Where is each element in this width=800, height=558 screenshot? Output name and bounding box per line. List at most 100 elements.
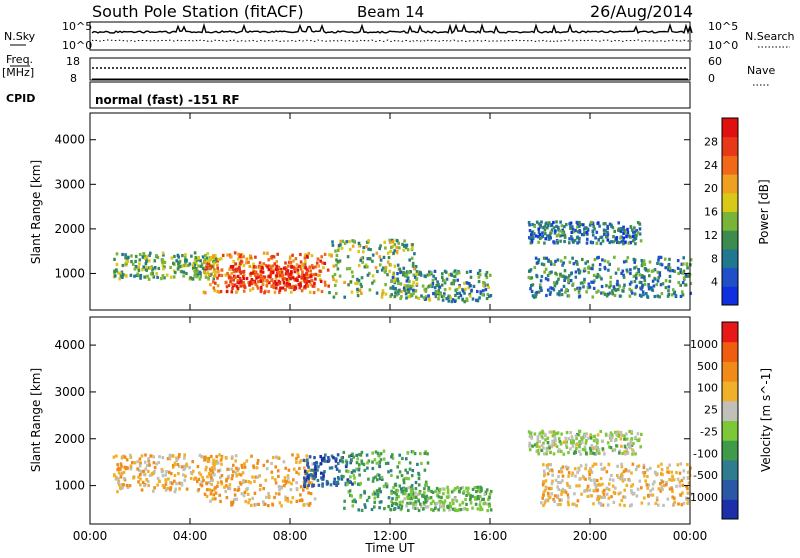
range-gate-cell	[204, 468, 208, 472]
range-gate-cell	[137, 480, 140, 484]
range-gate-cell	[257, 502, 260, 506]
range-gate-cell	[600, 495, 604, 500]
range-gate-cell	[566, 500, 570, 504]
range-gate-cell	[487, 285, 490, 289]
range-gate-cell	[576, 262, 579, 266]
range-gate-cell	[659, 489, 662, 493]
range-gate-cell	[592, 489, 596, 493]
range-gate-cell	[567, 294, 571, 298]
range-gate-cell	[588, 285, 592, 289]
range-gate-cell	[165, 273, 169, 277]
range-gate-cell	[331, 275, 335, 279]
range-gate-cell	[211, 471, 215, 475]
range-gate-cell	[536, 435, 540, 439]
range-gate-cell	[296, 268, 300, 272]
range-gate-cell	[203, 456, 206, 460]
range-gate-cell	[123, 465, 127, 469]
range-gate-cell	[359, 495, 362, 499]
range-gate-cell	[619, 236, 622, 240]
range-gate-cell	[557, 487, 561, 492]
range-gate-cell	[151, 267, 154, 271]
range-gate-cell	[428, 298, 431, 302]
range-gate-cell	[531, 236, 535, 240]
range-gate-cell	[174, 271, 177, 275]
range-gate-cell	[303, 263, 307, 267]
range-gate-cell	[283, 479, 287, 483]
range-gate-cell	[672, 502, 676, 506]
range-gate-cell	[371, 460, 374, 464]
range-gate-cell	[479, 485, 482, 489]
range-gate-cell	[400, 504, 404, 508]
range-gate-cell	[610, 240, 613, 244]
range-gate-cell	[553, 241, 556, 245]
range-gate-cell	[313, 281, 316, 285]
range-gate-cell	[314, 272, 318, 276]
range-gate-cell	[258, 266, 261, 270]
range-gate-cell	[242, 289, 246, 293]
range-gate-cell	[168, 470, 171, 474]
range-gate-cell	[582, 476, 586, 480]
range-gate-cell	[254, 255, 257, 259]
range-gate-cell	[570, 441, 573, 445]
range-gate-cell	[395, 502, 398, 506]
range-gate-cell	[318, 278, 322, 282]
range-gate-cell	[580, 440, 584, 444]
range-gate-cell	[582, 285, 585, 289]
range-gate-cell	[228, 483, 232, 487]
range-gate-cell	[249, 271, 253, 275]
range-gate-cell	[424, 500, 428, 504]
range-gate-cell	[644, 267, 647, 271]
range-gate-cell	[686, 266, 689, 270]
range-gate-cell	[679, 462, 683, 466]
range-gate-cell	[250, 282, 254, 286]
range-gate-cell	[412, 280, 415, 284]
range-gate-cell	[242, 255, 245, 259]
range-gate-cell	[203, 492, 207, 496]
range-gate-cell	[463, 291, 466, 295]
range-gate-cell	[171, 454, 175, 458]
range-gate-cell	[389, 294, 392, 298]
range-gate-cell	[326, 481, 330, 485]
range-gate-cell	[623, 445, 627, 449]
range-gate-cell	[333, 477, 336, 481]
range-gate-cell	[366, 498, 369, 503]
range-gate-cell	[639, 239, 643, 243]
range-gate-cell	[173, 463, 177, 467]
colorbar-tick-label: 28	[704, 135, 718, 148]
range-gate-cell	[214, 281, 217, 285]
range-gate-cell	[356, 287, 359, 291]
range-gate-cell	[276, 469, 280, 473]
x-tick-label: 12:00	[373, 529, 408, 543]
range-gate-cell	[271, 476, 274, 480]
range-gate-cell	[231, 474, 234, 478]
range-gate-cell	[420, 505, 423, 509]
range-gate-cell	[299, 267, 303, 271]
range-gate-cell	[360, 257, 363, 261]
range-gate-cell	[114, 477, 118, 481]
range-gate-cell	[487, 497, 490, 502]
range-gate-cell	[329, 483, 333, 487]
range-gate-cell	[389, 263, 393, 267]
range-gate-cell	[281, 275, 285, 279]
range-gate-cell	[541, 429, 544, 433]
range-gate-cell	[616, 279, 619, 283]
range-gate-cell	[587, 286, 590, 290]
range-gate-cell	[662, 484, 666, 488]
range-gate-cell	[180, 270, 184, 274]
range-gate-cell	[139, 477, 142, 481]
range-gate-cell	[351, 244, 355, 248]
range-gate-cell	[546, 278, 550, 282]
range-gate-cell	[617, 221, 620, 225]
range-gate-cell	[321, 482, 324, 486]
range-gate-cell	[573, 238, 577, 243]
range-gate-cell	[559, 467, 563, 471]
range-gate-cell	[237, 485, 240, 489]
velocity-scatter	[112, 429, 693, 513]
range-gate-cell	[351, 482, 354, 486]
range-gate-cell	[384, 265, 388, 270]
range-gate-cell	[529, 241, 533, 245]
range-gate-cell	[561, 274, 565, 278]
range-gate-cell	[685, 485, 688, 489]
range-gate-cell	[303, 476, 306, 480]
